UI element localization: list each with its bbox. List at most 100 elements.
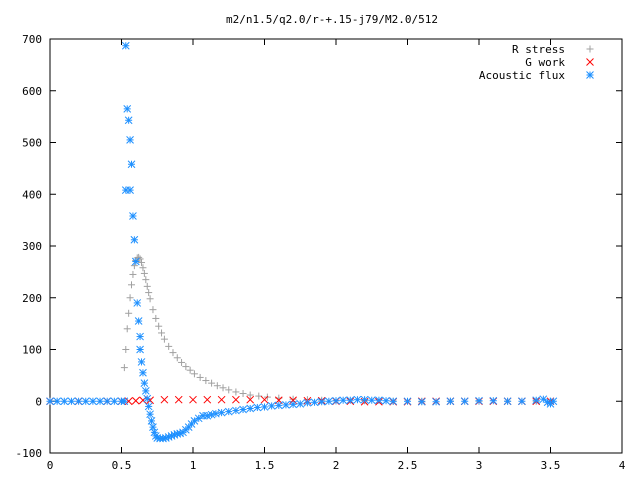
data-point — [139, 396, 147, 405]
data-point — [239, 405, 247, 414]
data-point — [122, 346, 130, 353]
y-tick-label: 200 — [22, 292, 42, 305]
x-tick-label: 2.5 — [398, 459, 418, 472]
data-point — [128, 281, 136, 289]
data-point — [282, 401, 290, 409]
data-point — [417, 397, 426, 406]
data-point — [446, 397, 455, 406]
chart-title: m2/n1.5/q2.0/r-+.15-j79/M2.0/512 — [226, 13, 438, 26]
data-point — [129, 212, 137, 220]
data-point — [135, 253, 143, 261]
y-tick-label: 500 — [22, 137, 42, 150]
legend-label: R stress — [512, 43, 565, 56]
x-tick-label: 1 — [190, 459, 197, 472]
data-point — [133, 299, 142, 307]
data-point — [89, 397, 97, 406]
data-point — [353, 395, 362, 404]
x-tick-label: 3.5 — [541, 459, 561, 472]
x-tick-label: 3 — [476, 459, 483, 472]
data-point — [202, 377, 210, 385]
data-point — [208, 379, 216, 387]
data-point — [158, 329, 166, 337]
series-acoustic-flux — [46, 41, 558, 443]
data-point — [225, 386, 233, 394]
data-point — [224, 407, 233, 416]
data-point — [169, 349, 177, 357]
data-point — [123, 325, 131, 333]
data-layer — [46, 41, 558, 443]
data-point — [142, 276, 150, 284]
data-point — [274, 401, 283, 410]
y-tick-label: -100 — [16, 447, 43, 460]
data-point — [136, 332, 144, 341]
y-tick-label: 0 — [35, 395, 42, 408]
data-point — [382, 396, 390, 405]
data-point — [60, 397, 69, 406]
data-point — [339, 396, 348, 405]
data-point — [196, 373, 204, 381]
data-point — [332, 396, 340, 405]
data-point — [213, 382, 221, 390]
x-tick-label: 1.5 — [255, 459, 275, 472]
series-r-stress — [120, 253, 554, 405]
y-tick-label: 600 — [22, 85, 42, 98]
data-point — [539, 395, 548, 404]
data-point — [131, 396, 140, 405]
data-point — [140, 379, 149, 387]
data-point — [186, 366, 194, 374]
data-point — [125, 309, 133, 317]
data-point — [203, 395, 212, 404]
data-point — [120, 397, 129, 406]
data-point — [267, 402, 276, 410]
data-point — [136, 345, 144, 354]
y-tick-label: 400 — [22, 188, 42, 201]
data-point — [503, 397, 512, 406]
data-point — [121, 41, 130, 50]
data-point — [53, 397, 62, 406]
data-point — [303, 398, 312, 407]
data-point — [74, 397, 83, 406]
data-point — [460, 397, 469, 406]
data-point — [367, 396, 376, 405]
data-point — [324, 397, 333, 406]
data-point — [432, 397, 440, 406]
data-point — [149, 423, 157, 431]
data-point — [103, 397, 112, 406]
data-point — [124, 116, 133, 125]
x-tick-label: 2 — [333, 459, 340, 472]
y-tick-label: 700 — [22, 33, 42, 46]
data-point — [123, 105, 132, 113]
data-point — [532, 396, 541, 405]
data-point — [81, 397, 90, 406]
x-tick-label: 0.5 — [112, 459, 132, 472]
data-point — [360, 395, 369, 404]
data-point — [126, 294, 134, 302]
data-point — [141, 387, 150, 395]
data-point — [96, 397, 104, 406]
y-tick-label: 300 — [22, 240, 42, 253]
data-point — [232, 395, 240, 404]
x-tick-label: 0 — [47, 459, 54, 472]
data-point — [178, 358, 186, 366]
data-point — [143, 394, 152, 403]
data-point — [489, 396, 498, 405]
data-point — [165, 342, 173, 350]
data-point — [139, 368, 147, 377]
data-point — [219, 384, 227, 392]
data-point — [110, 397, 119, 406]
data-point — [389, 397, 398, 406]
data-point — [126, 186, 134, 194]
data-point — [174, 395, 183, 404]
data-point — [246, 395, 255, 404]
axes: 0 0.5 1 1.5 2 2.5 3 3.5 4 -100 0 100 200 300 400 500 600… — [16, 33, 626, 472]
data-point — [255, 392, 263, 400]
data-point — [137, 358, 146, 366]
data-point — [160, 395, 169, 404]
data-point — [146, 295, 154, 303]
data-point — [549, 397, 558, 406]
data-point — [138, 259, 146, 267]
legend-label: Acoustic flux — [479, 69, 565, 82]
data-point — [182, 363, 190, 371]
